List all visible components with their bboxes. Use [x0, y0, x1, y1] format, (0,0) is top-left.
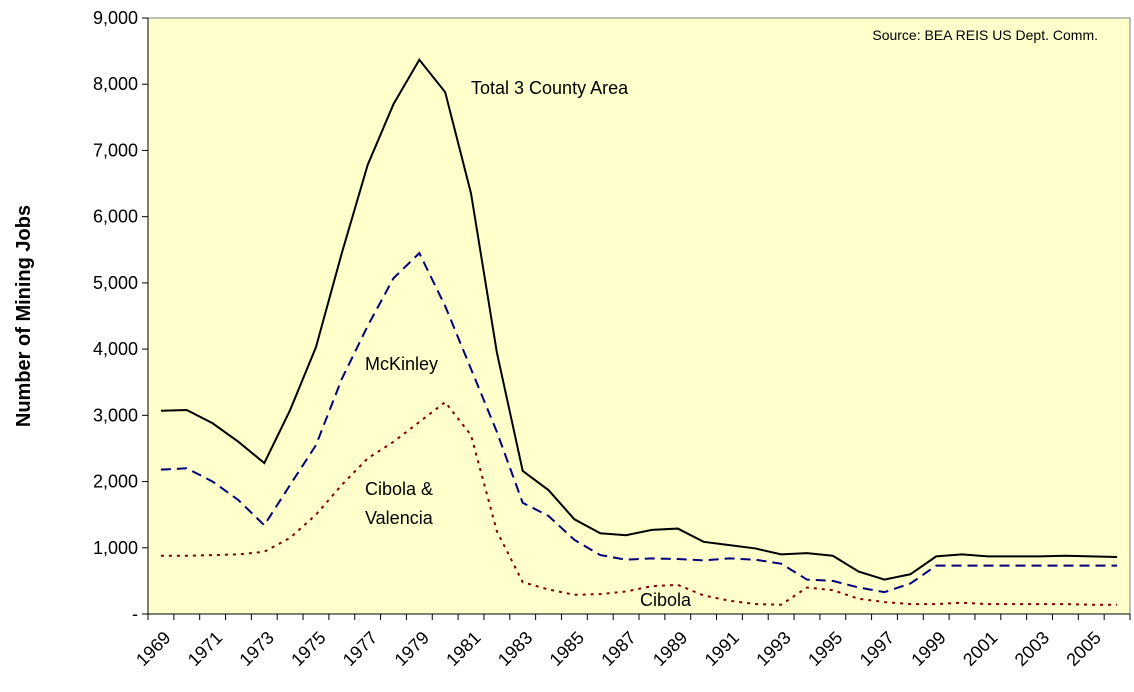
- y-tick-label: 3,000: [93, 405, 138, 425]
- series-label: Total 3 County Area: [471, 78, 629, 98]
- y-tick-label: 2,000: [93, 472, 138, 492]
- x-tick-label: 1977: [339, 628, 381, 670]
- x-tick-label: 1985: [546, 628, 588, 670]
- x-tick-label: 1971: [184, 628, 226, 670]
- series-line: [160, 251, 1118, 594]
- y-tick-label: 1,000: [93, 538, 138, 558]
- x-tick-label: 1993: [752, 628, 794, 670]
- series-line: [160, 57, 1118, 581]
- x-tick-label: 1975: [287, 628, 329, 670]
- annotation: Cibola: [640, 590, 692, 610]
- x-tick-label: 1969: [132, 628, 174, 670]
- x-tick-label: 1999: [907, 628, 949, 670]
- y-tick-label: 4,000: [93, 339, 138, 359]
- x-tick-label: 2001: [959, 628, 1001, 670]
- series-label: Cibola & Valencia: [365, 479, 434, 528]
- x-tick-label: 2003: [1011, 628, 1053, 670]
- x-tick-label: 1995: [804, 628, 846, 670]
- series-label: McKinley: [365, 354, 439, 374]
- y-axis-title: Number of Mining Jobs: [13, 205, 35, 427]
- y-tick-label: 6,000: [93, 207, 138, 227]
- x-tick-label: 1991: [701, 628, 743, 670]
- x-tick-label: 2005: [1062, 628, 1104, 670]
- x-tick-label: 1983: [494, 628, 536, 670]
- y-tick-label: 9,000: [93, 8, 138, 28]
- x-tick-label: 1973: [235, 628, 277, 670]
- x-tick-label: 1987: [597, 628, 639, 670]
- x-tick-label: 1979: [391, 628, 433, 670]
- y-tick-label: -: [132, 604, 138, 624]
- x-tick-label: 1981: [442, 628, 484, 670]
- x-tick-label: 1989: [649, 628, 691, 670]
- series-line: [160, 400, 1118, 606]
- plot-area: [147, 17, 1131, 615]
- y-tick-label: 8,000: [93, 74, 138, 94]
- x-tick-label: 1997: [856, 628, 898, 670]
- y-tick-label: 5,000: [93, 273, 138, 293]
- source-note: Source: BEA REIS US Dept. Comm.: [872, 27, 1098, 43]
- y-tick-label: 7,000: [93, 140, 138, 160]
